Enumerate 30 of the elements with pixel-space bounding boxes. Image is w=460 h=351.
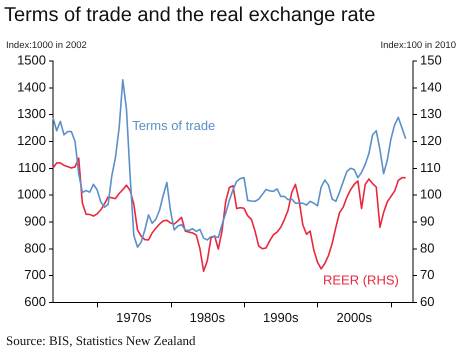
y2-tick-label: 110 [420, 160, 441, 175]
y2-tick-label: 130 [420, 106, 442, 122]
y-axis-title: Index:1000 in 2002 [6, 40, 87, 51]
y-tick-label: 600 [24, 294, 46, 309]
y2-axis-title: Index:100 in 2010 [380, 40, 456, 51]
y2-tick-label: 70 [420, 267, 434, 282]
x-tick-label: 2000s [336, 310, 372, 325]
y-tick-label: 800 [24, 240, 46, 256]
y-tick-label: 1300 [17, 106, 46, 122]
y-tick-label: 1000 [17, 186, 46, 202]
y-tick-label: 1500 [17, 52, 46, 68]
y2-tick-label: 120 [420, 133, 442, 148]
series-label: Terms of trade [132, 118, 216, 133]
source-note: Source: BIS, Statistics New Zealand [6, 333, 196, 349]
y-tick-label: 900 [24, 214, 46, 229]
chart-title: Terms of trade and the real exchange rate [4, 4, 376, 27]
x-tick-label: 1990s [263, 310, 299, 325]
y-tick-label: 700 [24, 267, 46, 282]
y2-tick-label: 90 [420, 214, 434, 229]
series-label: REER (RHS) [323, 272, 399, 288]
y2-tick-label: 80 [420, 240, 434, 256]
y2-tick-label: 100 [420, 186, 442, 202]
x-tick-label: 1980s [190, 310, 226, 325]
y-tick-label: 1400 [17, 79, 46, 94]
y-tick-label: 1100 [18, 160, 46, 175]
x-tick-label: 1970s [116, 310, 152, 325]
y-tick-label: 1200 [17, 133, 46, 148]
y2-tick-label: 60 [420, 294, 434, 309]
y2-tick-label: 150 [420, 52, 442, 68]
y2-tick-label: 140 [420, 79, 442, 94]
